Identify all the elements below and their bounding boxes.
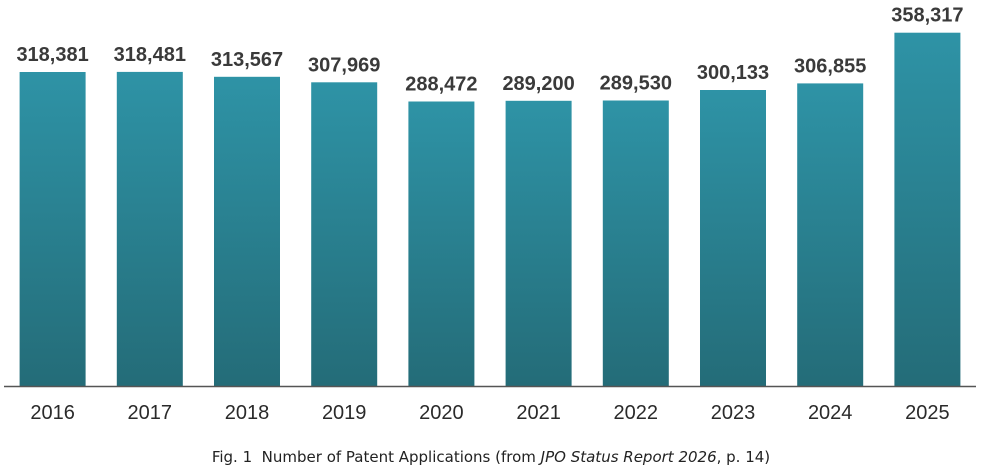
x-tick-label-2023: 2023: [711, 402, 756, 424]
value-label-2017: 318,481: [114, 44, 186, 66]
x-tick-label-2018: 2018: [225, 402, 270, 424]
x-tick-label-2017: 2017: [128, 402, 173, 424]
bar-2024: [797, 83, 864, 387]
bar-2017: [116, 71, 183, 387]
value-label-2024: 306,855: [794, 55, 866, 77]
x-tick-label-2016: 2016: [30, 402, 75, 424]
value-label-2020: 288,472: [405, 74, 477, 96]
bar-chart: 318,381 318,481 313,567 307,969 288,472 289,2…: [4, 5, 976, 424]
value-label-2018: 313,567: [211, 49, 283, 71]
x-tick-label-2019: 2019: [322, 402, 367, 424]
bar-2022: [602, 100, 669, 386]
bar-2021: [505, 100, 572, 387]
value-label-2019: 307,969: [308, 54, 380, 76]
value-label-2023: 300,133: [697, 62, 769, 84]
bar-2023: [700, 90, 766, 386]
caption-source-title: JPO Status Report 2026: [540, 448, 717, 466]
caption-prefix: Fig. 1 Number of Patent Applications (fr…: [211, 448, 541, 466]
x-tick-labels-group: 2016 2017 2018 2019 2020 2021 2022 2023 2024 2025: [30, 402, 949, 424]
bars-group: [19, 32, 961, 387]
value-labels-group: 318,381 318,481 313,567 307,969 288,472 289,2…: [16, 5, 963, 96]
bar-2020: [408, 101, 475, 386]
bar-2016: [19, 72, 86, 386]
x-tick-label-2024: 2024: [808, 402, 853, 424]
caption-suffix: , p. 14): [716, 448, 771, 466]
x-tick-label-2021: 2021: [516, 402, 561, 424]
bar-2025: [894, 32, 961, 386]
figure-caption: Fig. 1 Number of Patent Applications (fr…: [0, 448, 982, 466]
value-label-2022: 289,530: [600, 73, 672, 95]
value-label-2016: 318,381: [16, 44, 88, 66]
value-label-2021: 289,200: [502, 73, 574, 95]
x-tick-label-2022: 2022: [614, 402, 659, 424]
x-tick-label-2020: 2020: [419, 402, 464, 424]
bar-2018: [214, 76, 280, 387]
bar-2019: [311, 82, 378, 387]
x-tick-label-2025: 2025: [905, 402, 950, 424]
value-label-2025: 358,317: [891, 5, 963, 27]
